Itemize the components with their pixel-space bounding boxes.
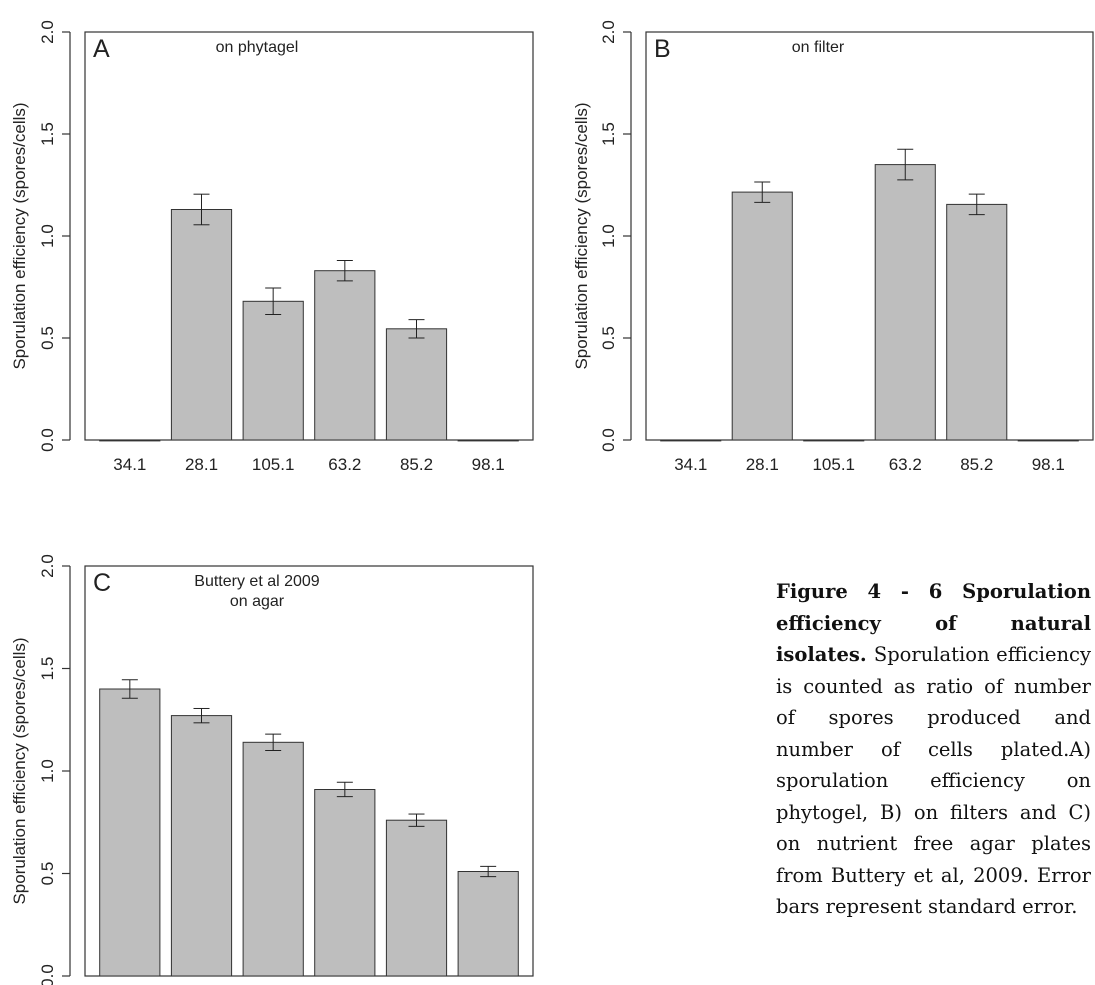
x-tick-label: 98.1: [472, 455, 505, 474]
bar-28.1: [170, 715, 233, 977]
bar-85.2: [385, 328, 448, 441]
y-tick-label: 0.5: [38, 326, 57, 350]
x-tick-label: 28.1: [746, 455, 779, 474]
y-axis-label: Sporulation efficiency (spores/cells): [572, 102, 591, 369]
y-tick-label: 1.5: [38, 122, 57, 146]
y-tick-label: 0.0: [38, 428, 57, 452]
bar-63.2: [314, 270, 376, 441]
chart-title: Buttery et al 2009: [194, 573, 320, 590]
bar-34.1: [99, 439, 161, 442]
bar-28.1: [731, 191, 793, 441]
bar-63.2: [874, 164, 936, 441]
bar-105.1: [803, 439, 865, 442]
y-axis-label: Sporulation efficiency (spores/cells): [10, 102, 29, 369]
figure-caption-label: Figure 4 - 6 Sporulation efficiency of n…: [776, 580, 1091, 666]
panel-letter: A: [93, 35, 110, 63]
chart-title: on agar: [230, 593, 285, 610]
bar-63.2: [314, 789, 376, 977]
plot-frame: [84, 565, 534, 977]
x-tick-label: 85.2: [960, 455, 993, 474]
bar-85.2: [385, 819, 448, 977]
bar-105.1: [242, 300, 304, 441]
y-tick-label: 1.0: [38, 759, 57, 783]
y-tick-label: 2.0: [599, 20, 618, 44]
plot-frame: [84, 31, 534, 441]
x-tick-label: 63.2: [328, 455, 361, 474]
x-tick-label: 34.1: [113, 455, 146, 474]
panel-letter: C: [93, 569, 111, 597]
y-tick-label: 1.0: [599, 224, 618, 248]
x-tick-label: 105.1: [812, 455, 855, 474]
bar-34.1: [660, 439, 722, 442]
x-tick-label: 28.1: [185, 455, 218, 474]
y-tick-label: 0.5: [38, 862, 57, 886]
y-tick-label: 2.0: [38, 554, 57, 578]
chart-panel-c: 34.128.1105.163.285.298.10.00.51.01.52.0…: [10, 554, 534, 985]
bar-28.1: [170, 209, 233, 441]
y-tick-label: 1.5: [38, 657, 57, 681]
figure-caption-text: Sporulation efficiency is counted as rat…: [776, 643, 1091, 918]
bar-85.2: [946, 203, 1008, 441]
plot-frame: [645, 31, 1094, 441]
x-tick-label: 98.1: [1032, 455, 1065, 474]
figure-caption: Figure 4 - 6 Sporulation efficiency of n…: [776, 576, 1091, 923]
y-tick-label: 0.0: [38, 964, 57, 985]
y-tick-label: 1.5: [599, 122, 618, 146]
y-tick-label: 0.0: [599, 428, 618, 452]
x-tick-label: 105.1: [252, 455, 295, 474]
chart-title: on filter: [792, 39, 845, 56]
bar-98.1: [1017, 439, 1079, 442]
bar-34.1: [99, 688, 161, 977]
x-tick-label: 85.2: [400, 455, 433, 474]
x-tick-label: 34.1: [674, 455, 707, 474]
bar-105.1: [242, 741, 304, 977]
bar-98.1: [457, 871, 519, 977]
y-tick-label: 2.0: [38, 20, 57, 44]
y-axis-label: Sporulation efficiency (spores/cells): [10, 637, 29, 904]
chart-title: on phytagel: [216, 39, 299, 56]
y-tick-label: 1.0: [38, 224, 57, 248]
y-tick-label: 0.5: [599, 326, 618, 350]
bar-98.1: [457, 439, 519, 442]
chart-panel-b: 34.1 28.1 105.1 63.2 85.2 98.1 0.0 0.5 1.0 1.5 2.0…: [572, 20, 1094, 474]
x-tick-label: 63.2: [889, 455, 922, 474]
panel-letter: B: [654, 35, 671, 63]
chart-panel-a: 34.1 28.1 105.1 63.2 85.2 98.1 0.0 0.5 1.0 1.5 2.0…: [10, 20, 534, 474]
